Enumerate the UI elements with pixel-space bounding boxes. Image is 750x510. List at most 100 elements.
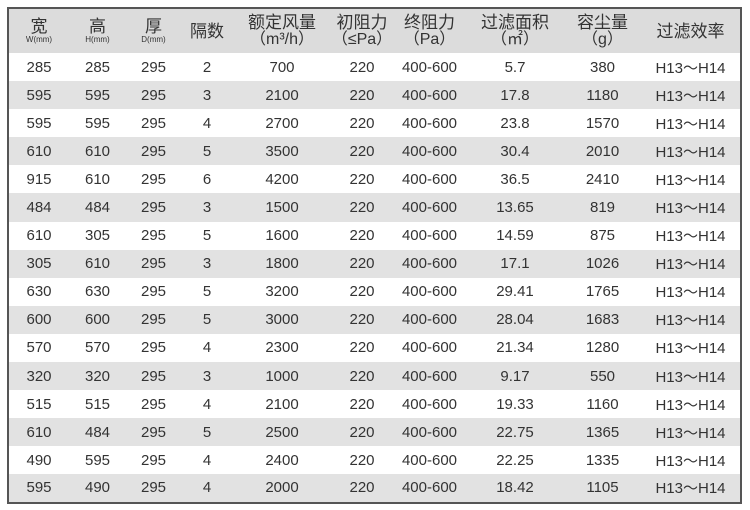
table-cell: 5 (202, 423, 212, 441)
table-cell: 5 (202, 311, 212, 329)
table-cell: 630 (26, 283, 52, 301)
table-cell: 1180 (586, 86, 619, 104)
table-cell: 18.42 (496, 479, 534, 497)
table-row: 595 595 295 4 2700 220 400-600 23.8 1570 H13～H14 (8, 109, 741, 137)
table-cell: 490 (84, 479, 111, 497)
table-cell: 595 (84, 114, 111, 132)
column-header-sub: D(mm) (141, 34, 166, 44)
table-cell: 19.33 (496, 395, 534, 413)
table-cell: 610 (84, 255, 111, 273)
column-header-unit: （g） (582, 30, 623, 48)
table-cell: 9.17 (500, 367, 530, 385)
table-cell: 3 (202, 199, 212, 217)
table-cell: 515 (84, 395, 111, 413)
table-cell: 2410 (585, 170, 620, 188)
table-row: 600 600 295 5 3000 220 400-600 28.04 1683 H13～H14 (8, 305, 741, 334)
filter-spec-table: 宽 W(mm) 高 H(mm) 厚 D(mm) 隔数 额定风量 （m³/h） 初阻力 （≤Pa） 终阻… (7, 7, 742, 504)
table-cell: 2000 (265, 479, 299, 497)
table-row: 630 630 295 5 3200 220 400-600 29.41 1765 H13～H14 (8, 278, 741, 306)
table-cell: 400-600 (401, 339, 458, 357)
table-cell: 400-600 (401, 311, 458, 329)
table-cell: 28.04 (496, 311, 534, 329)
table-cell: 295 (140, 227, 167, 245)
table-cell: 6 (202, 170, 212, 188)
table-row: 570 570 295 4 2300 220 400-600 21.34 1280 H13～H14 (8, 334, 741, 362)
table-cell: 4 (202, 339, 212, 357)
table-cell: 295 (140, 367, 167, 385)
table-cell: 400-600 (401, 255, 458, 273)
table-row: 610 484 295 5 2500 220 400-600 22.75 1365 H13～H14 (8, 418, 741, 447)
table-cell: 2100 (265, 86, 299, 104)
table-cell: 305 (26, 255, 52, 273)
column-header-label: 初阻力 (336, 12, 388, 32)
table-cell: 1365 (585, 423, 620, 441)
table-row: 595 595 295 3 2100 220 400-600 17.8 1180 H13～H14 (8, 81, 741, 110)
table-cell: 285 (84, 58, 111, 76)
table-cell: 3200 (265, 283, 299, 301)
table-cell: 21.34 (496, 339, 534, 357)
table-cell: H13～H14 (655, 256, 726, 274)
table-cell: H13～H14 (655, 228, 726, 246)
table-cell: 1280 (585, 339, 620, 357)
table-cell: 875 (589, 227, 616, 245)
table-row: 305 610 295 3 1800 220 400-600 17.1 1026 H13～H14 (8, 249, 741, 278)
table-cell: 2500 (265, 423, 299, 441)
table-cell: 22.25 (496, 451, 534, 469)
table-cell: 2700 (265, 114, 299, 132)
table-cell: 320 (84, 367, 111, 385)
column-header: 容尘量 （g） (564, 8, 641, 53)
table-cell: H13～H14 (655, 171, 726, 189)
table-cell: 295 (140, 58, 167, 76)
table-cell: 400-600 (401, 283, 458, 301)
table-cell: 610 (26, 227, 52, 245)
table-cell: 3500 (265, 142, 299, 160)
table-cell: 484 (84, 199, 111, 217)
table-row: 285 285 295 2 700 220 400-600 5.7 380 H13～H14 (8, 53, 741, 81)
table-cell: 610 (84, 142, 111, 160)
table-cell: H13～H14 (655, 368, 726, 386)
column-header-sub: W(mm) (25, 34, 53, 44)
table-cell: 295 (140, 142, 167, 160)
table-cell: 220 (349, 395, 375, 413)
table-cell: 3 (202, 367, 212, 385)
table-cell: 1105 (586, 479, 619, 497)
table-cell: 1800 (265, 255, 299, 273)
table-cell: 570 (26, 339, 52, 357)
table-cell: 295 (140, 395, 167, 413)
table-cell: 36.5 (500, 170, 530, 188)
table-cell: 4 (202, 114, 212, 132)
table-cell: 819 (589, 199, 616, 217)
table-cell: 595 (26, 86, 52, 104)
table-cell: H13～H14 (655, 452, 726, 470)
table-cell: 4 (202, 479, 212, 497)
column-header-sub: H(mm) (85, 34, 110, 44)
table-cell: 2100 (265, 395, 299, 413)
table-cell: 295 (140, 283, 167, 301)
table-row: 610 305 295 5 1600 220 400-600 14.59 875 H13～H14 (8, 222, 741, 250)
column-header-label: 过滤效率 (656, 21, 725, 41)
table-cell: 400-600 (401, 114, 458, 132)
table-cell: 1500 (265, 199, 299, 217)
table-row: 595 490 295 4 2000 220 400-600 18.42 1105 H13～H14 (8, 474, 741, 503)
table-cell: 400-600 (401, 423, 458, 441)
table-cell: 400-600 (401, 451, 458, 469)
column-header: 终阻力 （Pa） (393, 8, 466, 53)
table-cell: 570 (84, 339, 111, 357)
column-header-label: 隔数 (190, 21, 224, 41)
column-header-label: 容尘量 (577, 12, 628, 32)
table-cell: 220 (349, 255, 375, 273)
table-cell: H13～H14 (655, 59, 726, 77)
table-cell: 700 (269, 58, 295, 76)
column-header: 厚 D(mm) (126, 8, 181, 53)
table-cell: 1765 (585, 283, 620, 301)
table-cell: 400-600 (401, 142, 458, 160)
table-cell: 400-600 (401, 395, 458, 413)
table-cell: 5 (202, 283, 212, 301)
table-row: 320 320 295 3 1000 220 400-600 9.17 550 H13～H14 (8, 362, 741, 391)
table-cell: 29.41 (496, 283, 534, 301)
table-cell: 17.8 (500, 86, 530, 104)
table-cell: 220 (349, 479, 375, 497)
table-cell: 220 (349, 423, 375, 441)
table-cell: 400-600 (401, 367, 458, 385)
table-cell: 1600 (265, 227, 299, 245)
